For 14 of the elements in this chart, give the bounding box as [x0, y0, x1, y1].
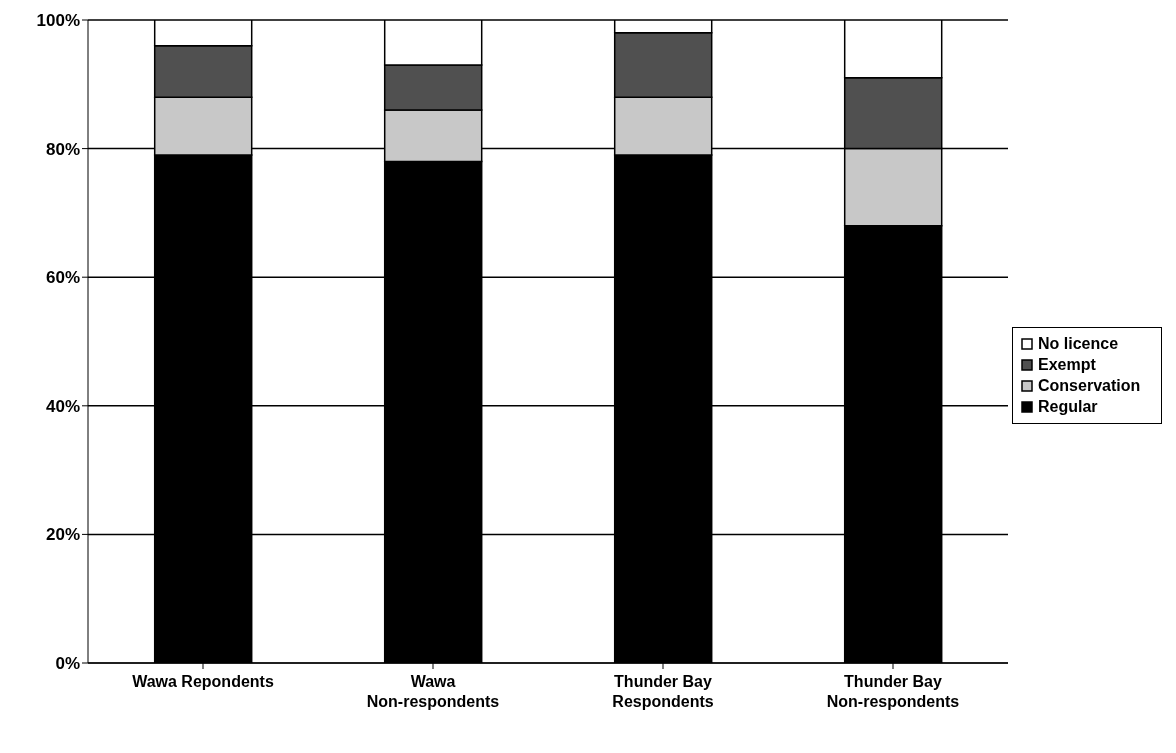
y-tick-label: 100% — [36, 11, 80, 31]
y-tick-label: 40% — [45, 396, 80, 416]
y-tick-label: 0% — [55, 654, 80, 674]
legend-label: Regular — [1038, 398, 1098, 416]
legend-label: Conservation — [1038, 377, 1141, 395]
y-tick-label: 60% — [45, 268, 80, 288]
x-tick-label: Wawa Repondents — [132, 673, 274, 690]
x-tick-label: Wawa Non-respondents — [366, 673, 500, 710]
x-tick-label: Thunder Bay Non-respondents — [826, 673, 960, 710]
x-tick-label: Thunder Bay Respondents — [612, 673, 714, 710]
y-tick-label: 80% — [45, 139, 80, 159]
legend-label: Exempt — [1038, 356, 1096, 374]
legend-label: No licence — [1038, 335, 1119, 353]
y-tick-label: 20% — [45, 525, 80, 545]
